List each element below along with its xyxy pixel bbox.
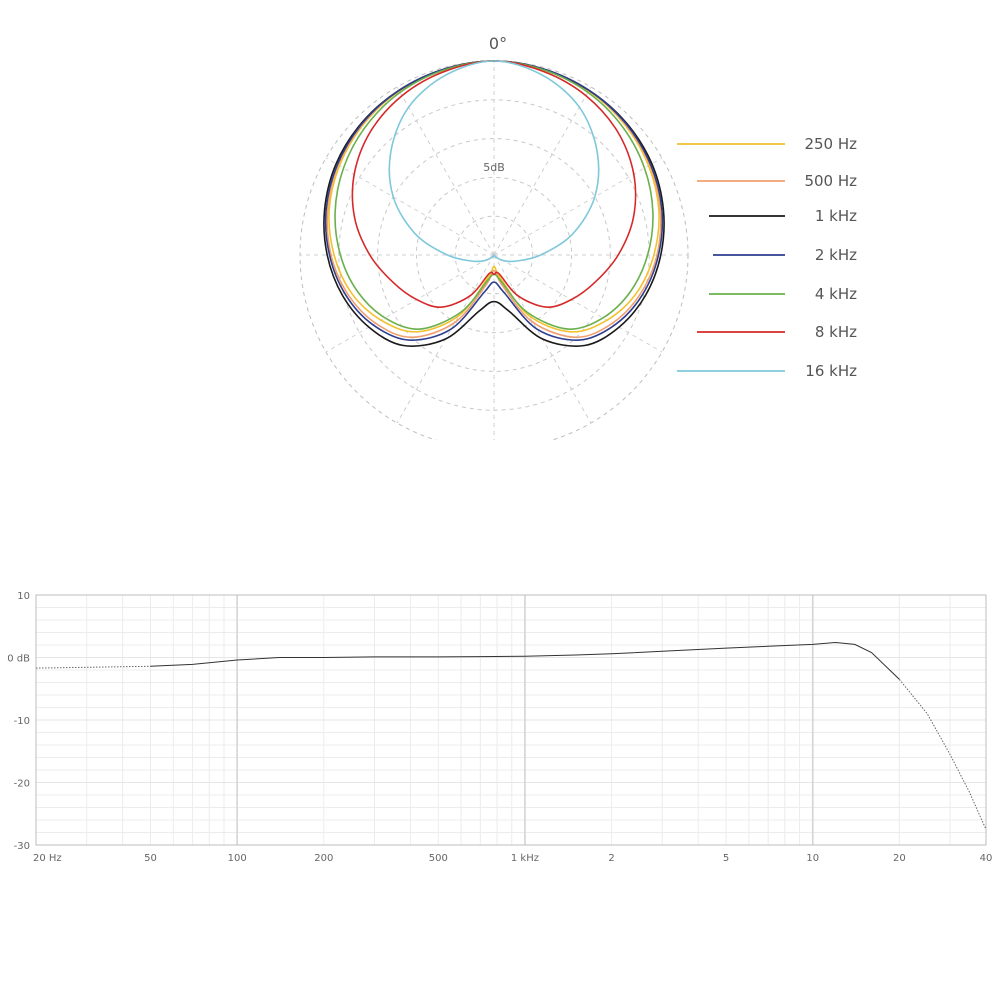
- x-tick-label: 2: [608, 853, 614, 864]
- legend-label: 2 kHz: [815, 246, 857, 264]
- polar-curve: [388, 60, 600, 263]
- polar-curves: [323, 60, 665, 347]
- y-tick-label: -10: [14, 716, 30, 727]
- x-tick-label: 20: [893, 853, 906, 864]
- x-tick-label: 50: [144, 853, 157, 864]
- polar-spoke: [325, 157, 495, 256]
- polar-pattern-chart: 0° 5dB 250 Hz 500 Hz 1 kHz 2 kHz 4 kHz 8 kHz 1…: [299, 34, 857, 440]
- legend-label: 4 kHz: [815, 285, 857, 303]
- x-tick-label: 10: [806, 853, 819, 864]
- polar-curve: [328, 60, 660, 333]
- polar-grid: [299, 60, 689, 440]
- polar-curve: [351, 60, 637, 308]
- polar-ring: [377, 138, 611, 372]
- x-tick-label: 500: [429, 853, 448, 864]
- legend-label: 500 Hz: [804, 172, 857, 190]
- polar-ring: [454, 215, 534, 295]
- polar-legend: 250 Hz 500 Hz 1 kHz 2 kHz 4 kHz 8 kHz 16 kHz: [677, 135, 857, 380]
- y-tick-label: 10: [17, 591, 30, 602]
- polar-curve: [323, 60, 665, 347]
- frequency-grid: [35, 594, 987, 846]
- frequency-response-line: [35, 641, 987, 830]
- response-line: [150, 641, 900, 680]
- x-axis-ticks: 20 Hz 50 100 200 500 1 kHz 2 5 10 20 40: [33, 853, 992, 864]
- x-tick-label: 200: [314, 853, 333, 864]
- x-tick-label: 20 Hz: [33, 853, 62, 864]
- polar-spoke: [396, 86, 495, 256]
- polar-ring: [415, 176, 573, 334]
- legend-label: 8 kHz: [815, 323, 857, 341]
- response-line-extrapolated: [899, 679, 987, 830]
- y-axis-ticks: 10 0 dB -10 -20 -30: [7, 591, 30, 852]
- legend-label: 1 kHz: [815, 207, 857, 225]
- x-tick-label: 5: [723, 853, 729, 864]
- y-tick-label: 0 dB: [7, 654, 30, 665]
- polar-spoke: [493, 86, 592, 256]
- legend-label: 16 kHz: [805, 362, 857, 380]
- polar-spoke: [325, 254, 495, 353]
- y-tick-label: -30: [14, 841, 30, 852]
- frequency-response-chart: 10 0 dB -10 -20 -30 20 Hz 50 100 200 500 1 kHz 2 5 1…: [7, 591, 992, 864]
- y-tick-label: -20: [14, 779, 30, 790]
- x-tick-label: 40: [980, 853, 993, 864]
- x-tick-label: 100: [228, 853, 247, 864]
- polar-spoke: [493, 254, 663, 353]
- polar-angle-label: 0°: [489, 34, 507, 53]
- polar-spoke: [493, 157, 663, 256]
- legend-label: 250 Hz: [804, 135, 857, 153]
- polar-curve: [324, 60, 664, 341]
- polar-ring-label: 5dB: [483, 161, 505, 174]
- x-tick-label: 1 kHz: [511, 853, 539, 864]
- plot-frame: [35, 594, 987, 846]
- response-line-extrapolated: [35, 665, 151, 669]
